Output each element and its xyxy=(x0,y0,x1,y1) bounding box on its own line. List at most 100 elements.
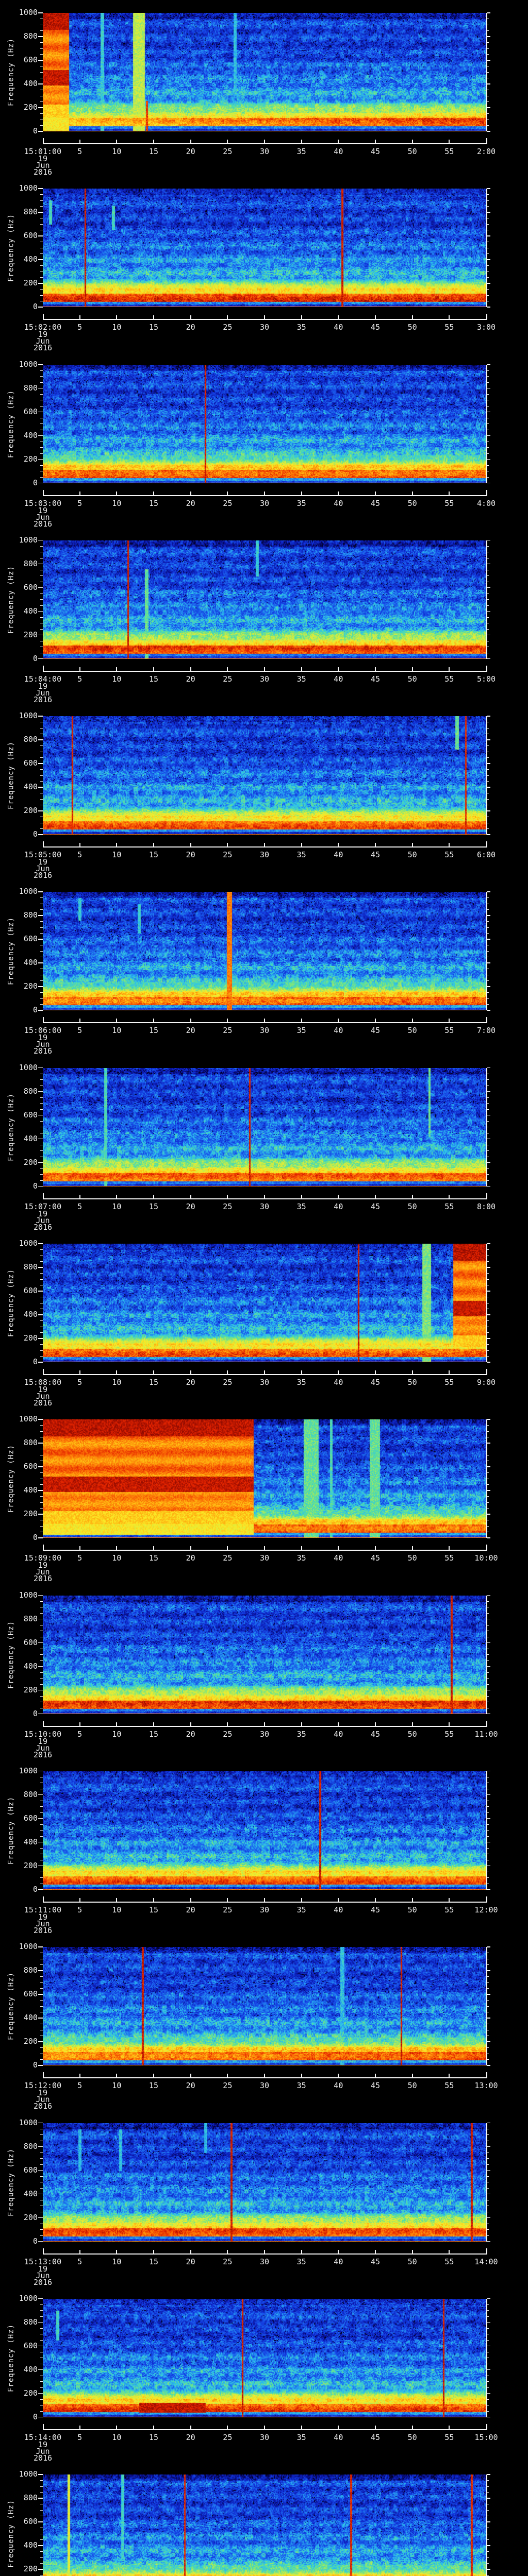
y-tick-label: 600 xyxy=(23,55,38,64)
x-tick-label: 5 xyxy=(77,850,82,860)
x-tick-label: 30 xyxy=(259,323,270,332)
x-tick-label: 15 xyxy=(148,2081,159,2091)
axis-tick xyxy=(38,2018,43,2019)
axis-tick xyxy=(153,843,154,847)
axis-tick xyxy=(487,834,490,835)
axis-tick xyxy=(40,1109,43,1110)
axis-tick xyxy=(487,54,489,55)
axis-tick xyxy=(116,315,118,319)
axis-tick xyxy=(264,843,265,847)
axis-tick xyxy=(486,1244,487,1363)
axis-tick xyxy=(38,1314,43,1315)
axis-tick xyxy=(38,2369,43,2370)
axis-tick xyxy=(487,1618,490,1620)
y-tick-label: 200 xyxy=(23,1333,38,1343)
axis-tick xyxy=(40,2340,43,2341)
axis-tick xyxy=(449,140,450,143)
y-tick-label: 200 xyxy=(23,278,38,288)
axis-tick xyxy=(487,72,489,73)
axis-tick xyxy=(116,491,118,495)
axis-tick xyxy=(153,315,154,319)
spectrogram-image xyxy=(43,13,486,131)
axis-tick xyxy=(227,2425,228,2429)
axis-tick xyxy=(375,843,376,847)
x-tick-label: 55 xyxy=(444,323,454,332)
axis-tick xyxy=(487,453,489,454)
axis-tick xyxy=(38,2241,43,2242)
axis-tick xyxy=(38,387,43,389)
spectrogram-image xyxy=(43,540,486,659)
x-tick-label: 10 xyxy=(112,850,122,860)
axis-tick xyxy=(449,1370,450,1375)
axis-tick xyxy=(40,477,43,478)
y-tick-label: 400 xyxy=(23,1837,38,1846)
x-tick-label: 25 xyxy=(223,850,233,860)
y-tick-label: 600 xyxy=(23,1462,38,1471)
date-label: 19 Jun 2016 xyxy=(34,2441,52,2462)
x-tick-label: 35 xyxy=(296,1026,306,1036)
axis-tick xyxy=(486,314,487,319)
axis-tick xyxy=(38,212,43,213)
axis-tick xyxy=(38,131,43,132)
axis-tick xyxy=(487,546,489,547)
x-axis-start-time: 15:09:00 xyxy=(24,1553,62,1563)
axis-tick xyxy=(487,411,490,413)
axis-tick xyxy=(264,1722,265,1726)
axis-tick xyxy=(487,435,490,436)
x-tick-label: 45 xyxy=(370,498,381,508)
axis-tick xyxy=(487,787,490,788)
axis-tick xyxy=(38,915,43,916)
axis-tick xyxy=(264,2425,265,2429)
axis-tick xyxy=(79,1722,80,1726)
axis-tick xyxy=(338,1019,339,1023)
axis-tick xyxy=(487,587,490,588)
axis-tick xyxy=(449,843,450,847)
axis-tick xyxy=(40,1696,43,1697)
axis-tick xyxy=(487,2345,490,2347)
axis-tick xyxy=(487,2551,489,2552)
date-line: 19 xyxy=(38,1561,48,1570)
axis-tick xyxy=(38,235,43,236)
axis-tick xyxy=(190,2074,191,2078)
x-tick-label: 15 xyxy=(148,674,159,684)
axis-tick xyxy=(40,2047,43,2048)
spectrogram-image xyxy=(43,892,486,1011)
y-tick-label: 600 xyxy=(23,1813,38,1823)
axis-tick xyxy=(40,253,43,255)
date-line: 19 xyxy=(38,330,48,340)
axis-tick xyxy=(338,1546,339,1550)
axis-tick xyxy=(79,1546,80,1550)
date-label: 19 Jun 2016 xyxy=(34,1034,52,1055)
axis-tick xyxy=(487,1660,489,1661)
axis-tick xyxy=(38,1291,43,1292)
axis-tick xyxy=(487,1654,489,1655)
axis-tick xyxy=(487,1332,489,1333)
y-tick-label: 200 xyxy=(23,981,38,991)
axis-tick xyxy=(40,2059,43,2060)
y-tick-label: 1000 xyxy=(19,8,38,17)
axis-tick xyxy=(40,2411,43,2412)
axis-tick xyxy=(38,1514,43,1515)
x-tick-label: 10 xyxy=(112,1905,122,1914)
axis-tick xyxy=(487,1601,489,1602)
y-tick-label: 1000 xyxy=(19,1590,38,1600)
axis-tick xyxy=(487,915,490,916)
axis-tick xyxy=(38,539,43,541)
axis-tick xyxy=(487,1419,490,1420)
x-tick-label: 20 xyxy=(186,147,195,156)
axis-tick xyxy=(40,2486,43,2487)
x-axis-start-time: 15:13:00 xyxy=(24,2257,62,2266)
axis-tick xyxy=(375,1019,376,1023)
y-tick-label: 400 xyxy=(23,430,38,440)
axis-tick xyxy=(487,933,489,934)
axis-tick xyxy=(487,107,490,108)
axis-tick xyxy=(487,1964,489,1965)
axis-tick xyxy=(227,491,228,495)
y-axis-title: Frequency (Hz) xyxy=(7,214,15,282)
axis-tick xyxy=(486,1419,487,1538)
axis-tick xyxy=(487,2310,489,2311)
axis-tick xyxy=(153,1194,154,1198)
date-line: Jun xyxy=(36,2095,50,2105)
axis-tick xyxy=(43,2248,44,2253)
x-axis-start-time: 15:05:00 xyxy=(24,850,62,860)
